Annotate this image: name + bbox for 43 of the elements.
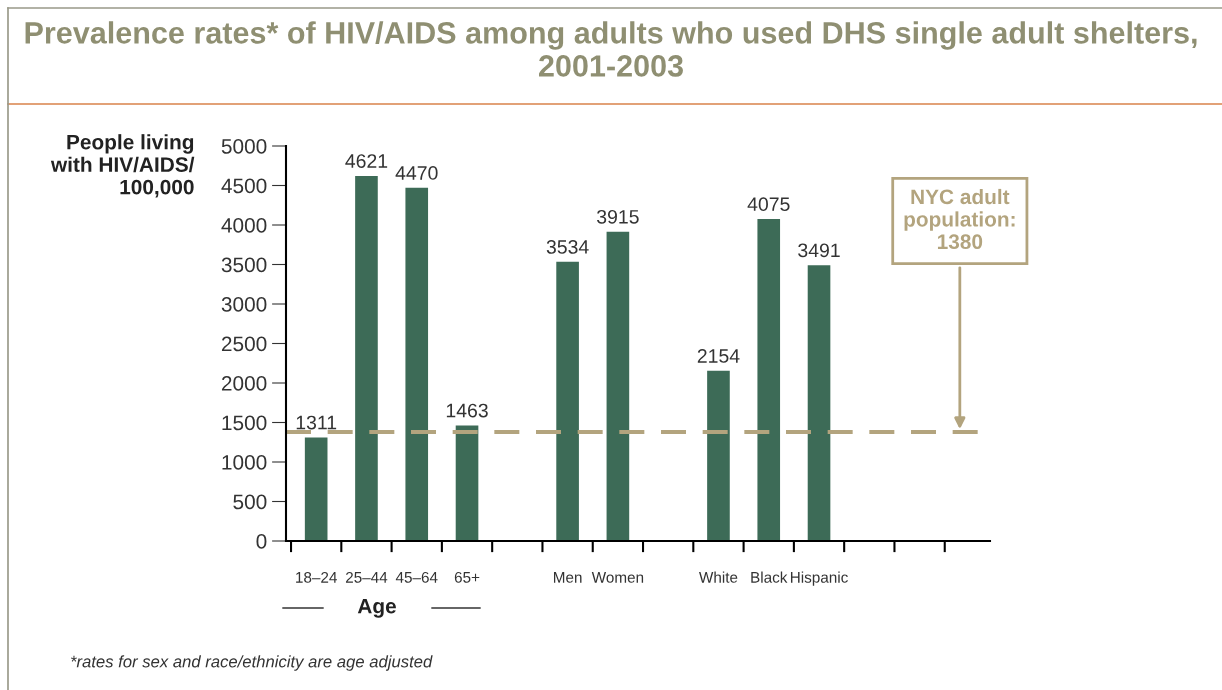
data-label: 3491 [798, 243, 840, 258]
x-tick-label: White [699, 571, 738, 583]
data-label: 4470 [395, 166, 438, 180]
data-label: 3534 [546, 240, 589, 254]
y-tick-label: 2500 [221, 336, 267, 352]
x-tick-label: 25–44 [345, 571, 388, 583]
text: *rates for sex and race/ethnicity are age adjusted [70, 655, 433, 671]
ref-line-label: NYC adult population: 1380 [904, 188, 1015, 250]
data-label: 1311 [296, 415, 337, 430]
bar [405, 187, 429, 541]
y-tick-label: 3000 [221, 297, 267, 312]
y-tick-label: 4500 [221, 178, 267, 194]
data-label: 2154 [697, 349, 740, 363]
x-tick-label: 18–24 [296, 571, 337, 583]
bar [707, 370, 730, 541]
data-label: 3915 [597, 209, 639, 224]
chart-title: Prevalence rates* of HIV/AIDS among adults who used DHS single adult shelters, 2001-2003 [25, 21, 1197, 77]
x-tick-label: 45–64 [395, 571, 438, 583]
y-tick-label: 2000 [221, 376, 267, 391]
bar [455, 425, 479, 541]
y-tick-label: 1500 [222, 415, 267, 431]
bar [807, 265, 831, 541]
x-tick-label: 65+ [454, 571, 480, 583]
bar [304, 437, 328, 541]
y-tick-label: 3500 [221, 257, 267, 273]
y-tick-label: 5000 [221, 139, 267, 154]
y-tick-label: 500 [233, 494, 267, 510]
bar [556, 261, 579, 541]
bar [606, 231, 630, 541]
x-tick-label: Women [591, 572, 644, 583]
y-tick-label: 4000 [221, 218, 267, 233]
bar [757, 219, 781, 541]
data-label: 1463 [446, 403, 488, 418]
y-tick-label: 1000 [222, 455, 267, 470]
text: Age [357, 598, 396, 618]
data-label: 4075 [747, 197, 790, 212]
x-tick-label: Hispanic [790, 571, 848, 586]
x-tick-label: Black [751, 571, 788, 583]
data-label: 4621 [345, 154, 388, 168]
bar [355, 175, 378, 541]
y-axis-title: People living with HIV/AIDS/ 100,000 [50, 134, 195, 198]
y-tick-label: 0 [256, 534, 267, 549]
x-tick-label: Men [553, 572, 582, 583]
